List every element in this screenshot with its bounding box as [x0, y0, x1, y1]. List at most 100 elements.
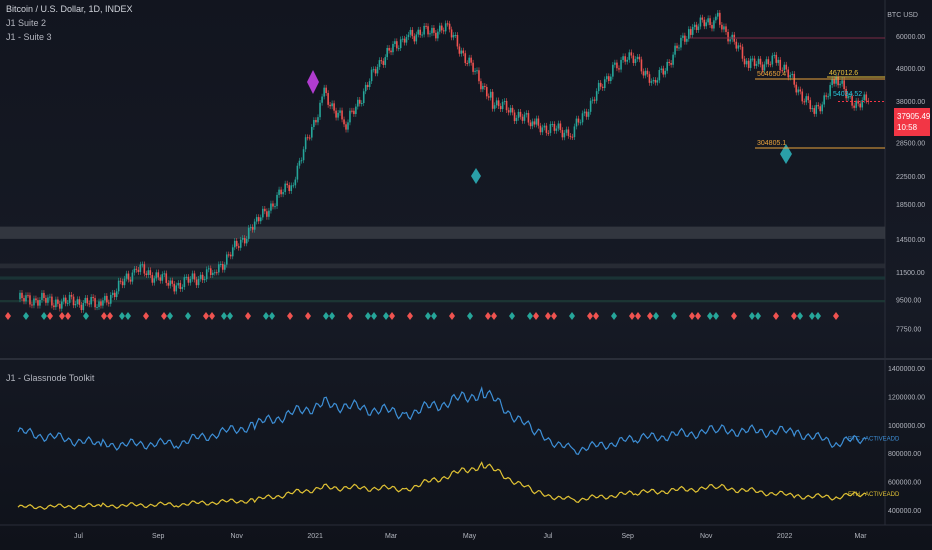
signal-diamond — [23, 312, 29, 320]
signal-diamond — [431, 312, 437, 320]
candle-body — [421, 34, 423, 36]
candle-body — [37, 300, 39, 306]
signal-diamond — [287, 312, 293, 320]
candle-body — [705, 22, 707, 27]
candle-body — [145, 273, 148, 275]
candle-body — [811, 108, 814, 110]
candle-body — [845, 89, 847, 99]
candle-body — [817, 105, 820, 107]
candle-body — [286, 183, 288, 186]
candle-body — [579, 122, 582, 124]
candle-body — [102, 300, 104, 306]
candle-body — [86, 297, 89, 304]
lower-pane-title[interactable]: J1 - Glassnode Toolkit — [6, 373, 95, 383]
candle-body — [100, 301, 102, 306]
candle-body — [731, 34, 733, 40]
candle-body — [573, 126, 576, 138]
candle-body — [485, 86, 488, 97]
candle-body — [640, 59, 643, 72]
signal-diamond — [425, 312, 431, 320]
candle-body — [499, 106, 502, 110]
signal-diamond — [371, 312, 377, 320]
candle-body — [189, 278, 192, 283]
candle-body — [90, 296, 92, 305]
candle-body — [551, 124, 554, 126]
candle-body — [707, 18, 709, 23]
signal-diamond — [569, 312, 575, 320]
candle-body — [203, 279, 206, 281]
signal-diamond — [47, 312, 53, 320]
candle-body — [557, 123, 560, 129]
candle-body — [221, 263, 224, 270]
candle-body — [851, 96, 853, 106]
candle-body — [335, 110, 337, 118]
candle-body — [691, 26, 694, 35]
candle-body — [761, 64, 764, 71]
candle-body — [727, 31, 729, 42]
candle-body — [397, 48, 400, 50]
candle-body — [57, 299, 59, 304]
candle-body — [819, 106, 822, 112]
overlay-legend-suite-3[interactable]: J1 - Suite 3 — [6, 32, 52, 42]
candle-body — [233, 240, 236, 248]
candle-body — [27, 295, 29, 297]
candle-body — [298, 160, 301, 166]
candle-body — [571, 136, 574, 138]
price-tick-label: 14500.00 — [896, 237, 925, 244]
candle-body — [610, 76, 612, 82]
candle-body — [151, 275, 154, 283]
candle-body — [789, 75, 792, 78]
candle-body — [45, 297, 47, 303]
candle-body — [169, 280, 172, 286]
candle-body — [109, 294, 112, 304]
overlay-legend-suite-2[interactable]: J1 Suite 2 — [6, 18, 47, 28]
candle-body — [489, 91, 492, 98]
candle-body — [290, 185, 293, 191]
symbol-title[interactable]: Bitcoin / U.S. Dollar, 1D, INDEX — [6, 4, 133, 14]
signal-diamond — [407, 312, 413, 320]
candle-body — [509, 107, 512, 113]
candle-body — [682, 35, 684, 38]
price-tick-label: 38000.00 — [896, 99, 925, 106]
candle-body — [847, 96, 849, 99]
candle-body — [660, 68, 663, 71]
candle-body — [284, 183, 286, 193]
candle-body — [813, 108, 816, 114]
candle-body — [527, 113, 530, 123]
candle-body — [199, 274, 202, 279]
candle-body — [703, 19, 706, 27]
candle-body — [495, 100, 498, 106]
price-tick-label: 7750.00 — [896, 326, 921, 333]
candle-body — [773, 54, 776, 56]
candle-body — [193, 273, 196, 280]
candle-body — [563, 132, 566, 138]
candle-body — [587, 111, 590, 117]
candle-body — [274, 206, 276, 208]
candle-body — [456, 35, 459, 47]
candle-body — [809, 100, 812, 110]
time-tick-label: 2022 — [777, 533, 793, 540]
candle-body — [501, 101, 504, 110]
candle-body — [795, 84, 798, 93]
candle-body — [173, 283, 176, 292]
candle-body — [648, 74, 651, 83]
candle-body — [278, 189, 280, 195]
signal-diamond — [755, 312, 761, 320]
candle-body — [827, 96, 829, 98]
signal-diamond — [323, 312, 329, 320]
candle-body — [439, 25, 441, 32]
candle-body — [106, 295, 108, 303]
price-series — [19, 10, 870, 313]
last-price-value: 37905.49 — [897, 112, 931, 121]
candle-body — [603, 79, 606, 89]
signal-diamond — [209, 312, 215, 320]
candle-body — [450, 29, 453, 38]
candle-body — [559, 123, 562, 131]
candle-body — [466, 63, 469, 65]
candle-body — [491, 91, 494, 109]
candle-body — [59, 303, 61, 309]
candle-body — [593, 99, 596, 101]
candle-body — [442, 30, 445, 32]
